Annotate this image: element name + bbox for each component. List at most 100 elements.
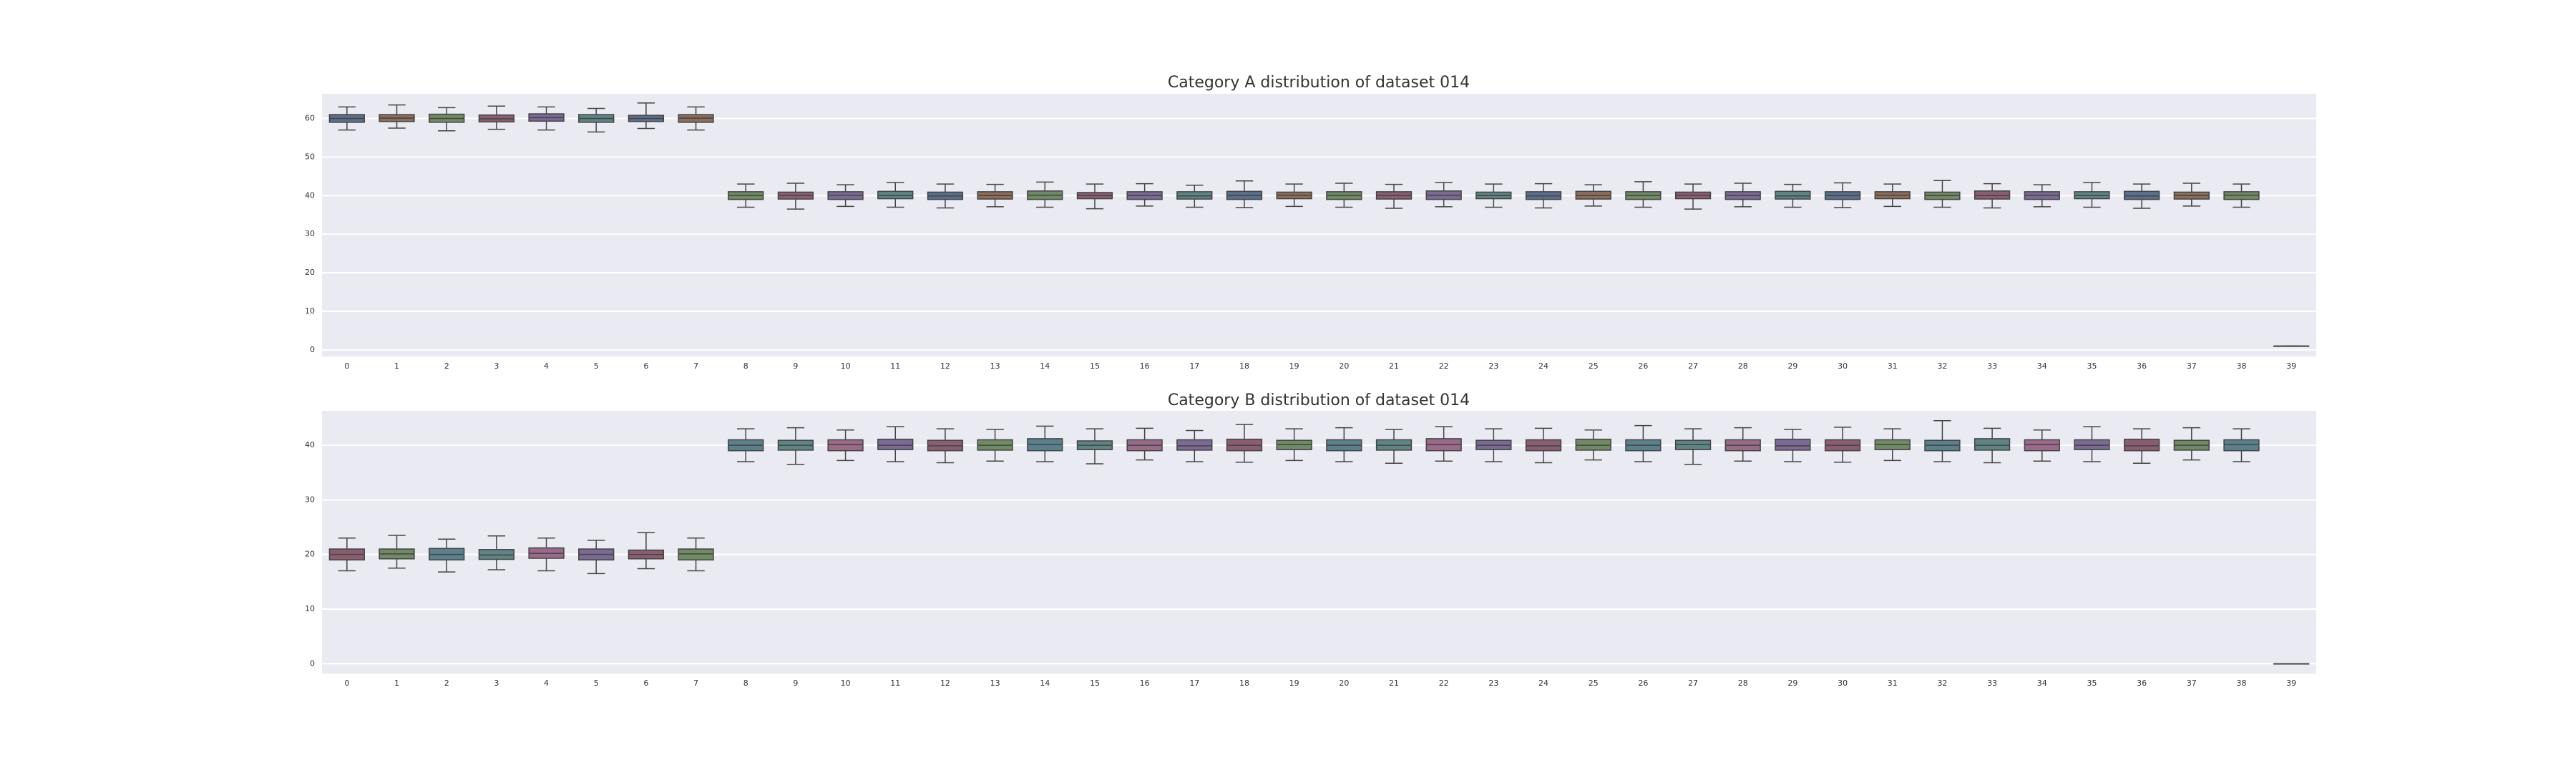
x-tick-label: 20 [1339,679,1349,688]
x-tick-label: 16 [1140,361,1150,371]
x-tick-label: 21 [1389,679,1399,688]
x-tick-label: 6 [643,679,648,688]
x-tick-label: 28 [1738,679,1748,688]
box [2074,439,2110,450]
x-tick-label: 26 [1638,679,1648,688]
box [877,190,914,200]
box [1974,190,2011,200]
x-tick-label: 7 [693,361,698,371]
x-tick-label: 4 [544,361,549,371]
chart-title: Category B distribution of dataset 014 [1168,392,1470,409]
box [2124,438,2160,452]
x-tick-label: 22 [1439,361,1449,371]
x-tick-label: 23 [1488,361,1498,371]
x-tick-label: 18 [1239,679,1249,688]
x-tick-label: 21 [1389,361,1399,371]
x-tick-label: 3 [494,361,499,371]
box [2024,439,2060,452]
x-tick-label: 29 [1787,361,1797,371]
x-tick-label: 10 [841,679,851,688]
box [1775,190,1811,200]
x-tick-label: 32 [1937,361,1947,371]
x-tick-label: 33 [1987,361,1997,371]
x-tick-label: 36 [2137,361,2147,371]
x-tick-label: 13 [990,679,1000,688]
y-tick-label: 10 [305,306,315,316]
x-tick-label: 31 [1888,361,1898,371]
x-tick-label: 24 [1538,679,1548,688]
x-tick-label: 30 [1838,679,1848,688]
x-tick-label: 31 [1888,679,1898,688]
x-tick-label: 20 [1339,361,1349,371]
box [478,549,514,560]
x-tick-label: 37 [2187,679,2197,688]
x-tick-label: 5 [594,679,599,688]
x-tick-label: 13 [990,361,1000,371]
x-tick-label: 38 [2236,361,2246,371]
x-tick-label: 9 [793,361,798,371]
y-tick-label: 0 [310,345,315,354]
x-tick-label: 1 [394,679,399,688]
x-tick-label: 10 [841,361,851,371]
y-tick-label: 40 [305,190,315,200]
x-tick-label: 36 [2137,679,2147,688]
box [2223,439,2260,452]
box [1974,438,2011,451]
x-tick-label: 14 [1040,679,1050,688]
box [877,438,914,450]
y-tick-label: 30 [305,495,315,504]
box [1176,439,1213,451]
box [2124,190,2160,200]
x-tick-label: 5 [594,361,599,371]
x-tick-label: 24 [1538,361,1548,371]
y-tick-label: 20 [305,268,315,277]
plot-area [322,411,2316,674]
box [1575,438,1611,451]
x-tick-label: 3 [494,679,499,688]
box [1775,438,1811,451]
x-tick-label: 25 [1589,679,1599,688]
x-tick-label: 26 [1638,361,1648,371]
chart-title: Category A distribution of dataset 014 [1168,74,1470,92]
x-tick-label: 38 [2236,679,2246,688]
y-tick-label: 60 [305,113,315,122]
x-tick-label: 27 [1688,361,1698,371]
x-tick-label: 27 [1688,679,1698,688]
x-tick-label: 34 [2037,679,2047,688]
x-tick-label: 35 [2087,679,2097,688]
plot-area [322,94,2316,356]
x-tick-label: 23 [1488,679,1498,688]
x-tick-label: 8 [743,679,748,688]
x-tick-label: 7 [693,679,698,688]
x-tick-label: 32 [1937,679,1947,688]
x-tick-label: 0 [344,361,349,371]
x-tick-label: 34 [2037,361,2047,371]
x-tick-label: 35 [2087,361,2097,371]
x-tick-label: 37 [2187,361,2197,371]
box [827,439,864,452]
x-tick-label: 2 [444,679,449,688]
y-tick-label: 40 [305,440,315,449]
y-tick-label: 50 [305,152,315,161]
x-tick-label: 1 [394,361,399,371]
x-tick-label: 22 [1439,679,1449,688]
x-tick-label: 29 [1787,679,1797,688]
y-tick-label: 10 [305,604,315,613]
x-tick-label: 39 [2286,679,2296,688]
x-tick-label: 2 [444,361,449,371]
box [1176,191,1213,200]
x-tick-label: 25 [1589,361,1599,371]
x-tick-label: 8 [743,361,748,371]
y-tick-label: 30 [305,229,315,238]
box [1525,439,1562,452]
x-tick-label: 17 [1189,361,1199,371]
x-tick-label: 19 [1289,361,1299,371]
x-tick-label: 15 [1090,361,1100,371]
x-tick-label: 4 [544,679,549,688]
x-tick-label: 11 [890,361,900,371]
x-tick-label: 6 [643,361,648,371]
x-tick-label: 19 [1289,679,1299,688]
box [678,548,714,561]
x-tick-label: 12 [940,679,950,688]
